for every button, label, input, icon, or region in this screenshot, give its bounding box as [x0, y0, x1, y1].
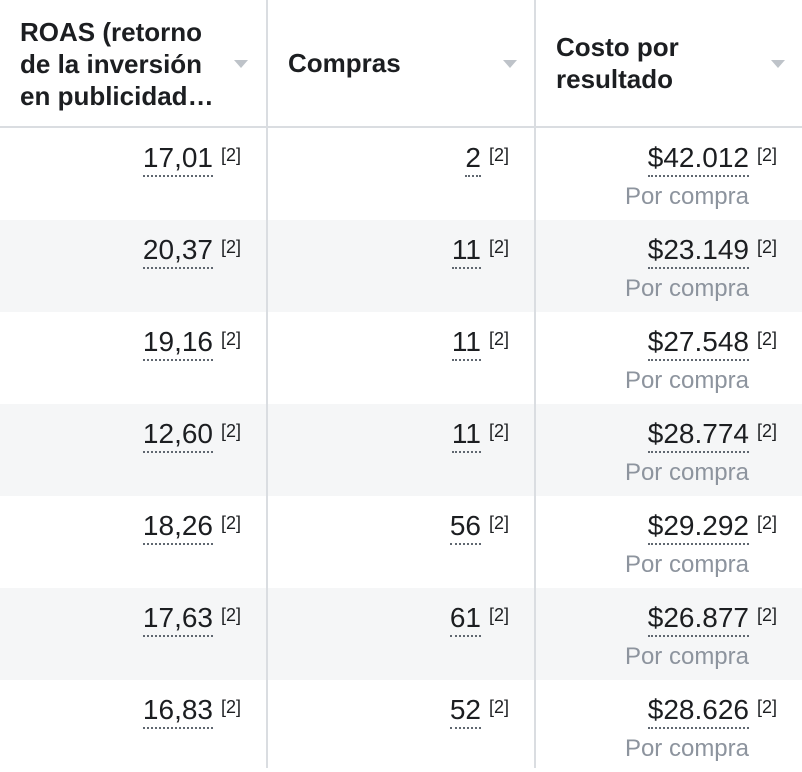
sort-arrow-icon[interactable] [234, 60, 248, 68]
cell-compras: 11 [2] [268, 404, 534, 496]
costo-value[interactable]: $23.149 [647, 233, 749, 269]
footnote-marker[interactable]: [2] [488, 605, 509, 625]
result-type-label: Por compra [624, 367, 749, 394]
sort-arrow-icon[interactable] [771, 60, 785, 68]
roas-value[interactable]: 17,63 [142, 601, 213, 637]
footnote-marker[interactable]: [2] [756, 329, 777, 349]
cell-compras: 61 [2] [268, 588, 534, 680]
result-type-label: Por compra [624, 551, 749, 578]
footnote-marker[interactable]: [2] [220, 697, 241, 717]
compras-value[interactable]: 56 [449, 509, 481, 545]
cell-roas: 18,26 [2] [0, 496, 266, 588]
cell-costo: $42.012 [2] Por compra [536, 128, 802, 220]
roas-value[interactable]: 16,83 [142, 693, 213, 729]
footnote-marker[interactable]: [2] [488, 421, 509, 441]
cell-costo: $27.548 [2] Por compra [536, 312, 802, 404]
footnote-marker[interactable]: [2] [220, 421, 241, 441]
column-header-compras-label: Compras [288, 48, 401, 78]
footnote-marker[interactable]: [2] [220, 329, 241, 349]
footnote-marker[interactable]: [2] [756, 513, 777, 533]
sort-arrow-icon[interactable] [503, 60, 517, 68]
column-divider[interactable] [534, 0, 536, 768]
column-header-costo[interactable]: Costo por resultado [536, 0, 802, 126]
footnote-marker[interactable]: [2] [488, 145, 509, 165]
footnote-marker[interactable]: [2] [220, 145, 241, 165]
cell-costo: $28.774 [2] Por compra [536, 404, 802, 496]
cell-roas: 12,60 [2] [0, 404, 266, 496]
cell-roas: 20,37 [2] [0, 220, 266, 312]
cell-roas: 17,01 [2] [0, 128, 266, 220]
table-row: 20,37 [2] 11 [2] $23.149 [2] Por compra [0, 220, 802, 312]
compras-value[interactable]: 11 [451, 417, 481, 453]
table-row: 18,26 [2] 56 [2] $29.292 [2] Por compra [0, 496, 802, 588]
cell-compras: 11 [2] [268, 312, 534, 404]
costo-value[interactable]: $42.012 [647, 141, 749, 177]
column-header-roas-label: ROAS (retorno de la inversión en publici… [20, 17, 214, 111]
compras-value[interactable]: 52 [449, 693, 481, 729]
result-type-label: Por compra [624, 643, 749, 670]
compras-value[interactable]: 11 [451, 233, 481, 269]
table-row: 17,63 [2] 61 [2] $26.877 [2] Por compra [0, 588, 802, 680]
cell-compras: 52 [2] [268, 680, 534, 772]
table-header: ROAS (retorno de la inversión en publici… [0, 0, 802, 128]
footnote-marker[interactable]: [2] [756, 605, 777, 625]
table-row: 17,01 [2] 2 [2] $42.012 [2] Por compra [0, 128, 802, 220]
footnote-marker[interactable]: [2] [756, 697, 777, 717]
column-header-compras[interactable]: Compras [268, 0, 534, 126]
cell-compras: 56 [2] [268, 496, 534, 588]
costo-value[interactable]: $29.292 [647, 509, 749, 545]
costo-value[interactable]: $28.774 [647, 417, 749, 453]
costo-value[interactable]: $28.626 [647, 693, 749, 729]
roas-value[interactable]: 12,60 [142, 417, 213, 453]
cell-roas: 17,63 [2] [0, 588, 266, 680]
roas-value[interactable]: 18,26 [142, 509, 213, 545]
result-type-label: Por compra [624, 183, 749, 210]
table-row: 12,60 [2] 11 [2] $28.774 [2] Por compra [0, 404, 802, 496]
result-type-label: Por compra [624, 735, 749, 762]
footnote-marker[interactable]: [2] [488, 329, 509, 349]
footnote-marker[interactable]: [2] [220, 605, 241, 625]
footnote-marker[interactable]: [2] [220, 513, 241, 533]
footnote-marker[interactable]: [2] [488, 513, 509, 533]
footnote-marker[interactable]: [2] [488, 237, 509, 257]
column-header-roas[interactable]: ROAS (retorno de la inversión en publici… [0, 0, 266, 126]
footnote-marker[interactable]: [2] [220, 237, 241, 257]
compras-value[interactable]: 2 [465, 141, 481, 177]
table-row: 16,83 [2] 52 [2] $28.626 [2] Por compra [0, 680, 802, 772]
cell-costo: $29.292 [2] Por compra [536, 496, 802, 588]
cell-roas: 16,83 [2] [0, 680, 266, 772]
footnote-marker[interactable]: [2] [756, 237, 777, 257]
table-row: 19,16 [2] 11 [2] $27.548 [2] Por compra [0, 312, 802, 404]
cell-costo: $28.626 [2] Por compra [536, 680, 802, 772]
footnote-marker[interactable]: [2] [488, 697, 509, 717]
cell-costo: $26.877 [2] Por compra [536, 588, 802, 680]
cell-compras: 2 [2] [268, 128, 534, 220]
costo-value[interactable]: $27.548 [647, 325, 749, 361]
footnote-marker[interactable]: [2] [756, 421, 777, 441]
compras-value[interactable]: 11 [451, 325, 481, 361]
result-type-label: Por compra [624, 459, 749, 486]
cell-roas: 19,16 [2] [0, 312, 266, 404]
costo-value[interactable]: $26.877 [647, 601, 749, 637]
column-divider[interactable] [266, 0, 268, 768]
footnote-marker[interactable]: [2] [756, 145, 777, 165]
roas-value[interactable]: 20,37 [142, 233, 213, 269]
roas-value[interactable]: 19,16 [142, 325, 213, 361]
cell-costo: $23.149 [2] Por compra [536, 220, 802, 312]
result-type-label: Por compra [624, 275, 749, 302]
roas-value[interactable]: 17,01 [142, 141, 213, 177]
compras-value[interactable]: 61 [449, 601, 481, 637]
column-header-costo-label: Costo por resultado [556, 32, 679, 94]
cell-compras: 11 [2] [268, 220, 534, 312]
